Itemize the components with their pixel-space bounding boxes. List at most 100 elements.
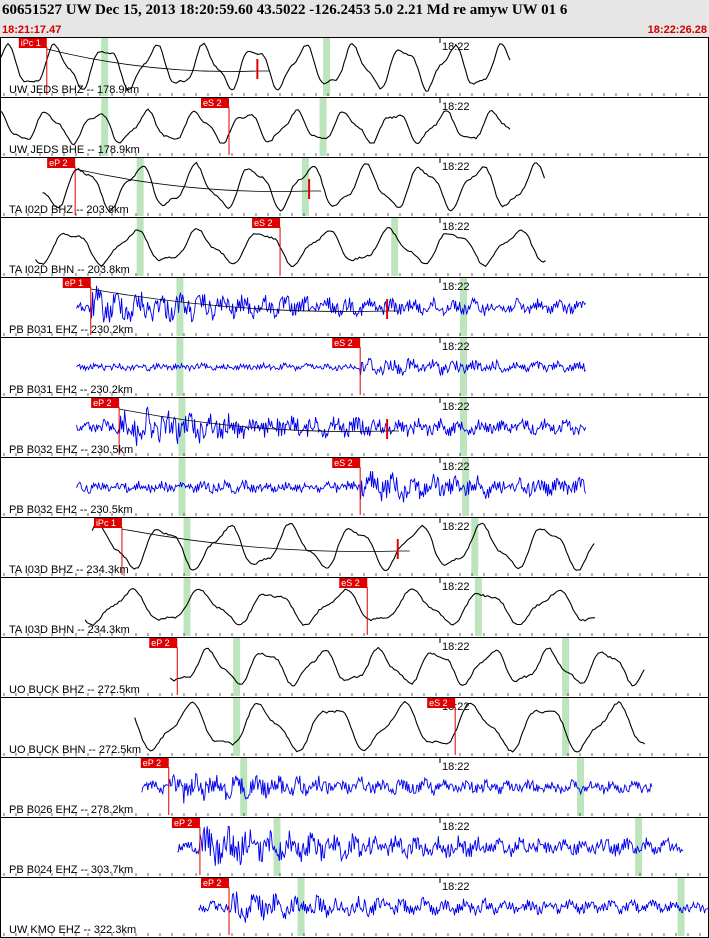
waveform-trace [177, 825, 684, 866]
channel-label: PB B031 EH2 -- 230.2km [9, 384, 133, 396]
waveform-panel[interactable]: 18:22 eP 2 UO BUCK BHZ -- 272.5km [0, 637, 709, 698]
phase-pick-flag[interactable] [252, 218, 281, 228]
phase-pick-flag[interactable] [47, 158, 76, 168]
waveform-panel[interactable]: 18:22 eS 2 UW JEDS BHE -- 178.9km [0, 97, 709, 158]
event-header: 60651527 UW Dec 15, 2013 18:20:59.60 43.… [0, 0, 709, 37]
time-tick-label: 18:22 [442, 341, 470, 353]
waveform-panel[interactable]: 18:22 eS 2 TA I02D BHN -- 203.8km [0, 217, 709, 278]
time-tick-label: 18:22 [442, 221, 470, 233]
channel-label: UW KMO EHZ -- 322.3km [9, 924, 136, 936]
coda-curve [75, 168, 322, 192]
phase-pick-label: eS 2 [334, 338, 353, 348]
phase-window-marker [240, 758, 248, 816]
phase-window-marker [297, 878, 305, 936]
waveform-panel[interactable]: 18:22 eP 2 UW KMO EHZ -- 322.3km [0, 877, 709, 938]
time-tick-label: 18:22 [442, 521, 470, 533]
phase-window-marker [301, 158, 309, 216]
waveform-panel[interactable]: 18:22 iPc 1 TA I03D BHZ -- 234.3km [0, 517, 709, 578]
phase-window-marker [460, 278, 467, 336]
phase-pick-flag[interactable] [91, 398, 120, 408]
waveform-panel[interactable]: 18:22 eP 1 PB B031 EHZ -- 230.2km [0, 277, 709, 338]
phase-pick-flag[interactable] [339, 578, 368, 588]
time-tick-label: 18:22 [442, 281, 470, 293]
waveform-trace [0, 108, 511, 146]
channel-label: PB B031 EHZ -- 230.2km [9, 324, 133, 336]
phase-window-marker [471, 518, 479, 576]
time-tick-label: 18:22 [442, 461, 470, 473]
coda-curve [90, 288, 400, 312]
time-tick-label: 18:22 [442, 581, 470, 593]
phase-window-marker [101, 98, 109, 156]
waveform-panel[interactable]: 18:22 eS 2 TA I03D BHN -- 234.3km [0, 577, 709, 638]
waveform-panel[interactable]: 18:22 eP 2 TA I02D BHZ -- 203.8km [0, 157, 709, 218]
phase-window-marker [176, 278, 184, 336]
phase-pick-label: eS 2 [203, 98, 222, 108]
phase-pick-flag[interactable] [93, 518, 122, 528]
phase-pick-label: iPc 1 [21, 38, 41, 48]
waveform-trace [198, 891, 709, 923]
phase-pick-label: iPc 1 [96, 518, 116, 528]
phase-pick-flag[interactable] [332, 458, 361, 468]
channel-label: UW JEDS BHZ -- 178.9km [9, 84, 139, 96]
channel-label: UO BUCK BHN -- 272.5km [9, 744, 141, 756]
window-end-time: 18:22:26.28 [647, 24, 707, 36]
phase-window-marker [677, 878, 685, 936]
phase-pick-label: eP 1 [65, 278, 83, 288]
channel-label: UW JEDS BHE -- 178.9km [9, 144, 140, 156]
time-tick-label: 18:22 [442, 761, 470, 773]
phase-pick-label: eS 2 [341, 578, 360, 588]
phase-pick-flag[interactable] [62, 278, 91, 288]
waveform-panel[interactable]: 18:22 eP 2 PB B024 EHZ -- 303.7km [0, 817, 709, 878]
channel-label: UO BUCK BHZ -- 272.5km [9, 684, 140, 696]
phase-window-marker [323, 38, 331, 96]
phase-pick-flag[interactable] [18, 38, 47, 48]
phase-pick-flag[interactable] [171, 818, 200, 828]
channel-label: TA I03D BHZ -- 234.3km [9, 564, 129, 576]
event-summary-line: 60651527 UW Dec 15, 2013 18:20:59.60 43.… [2, 2, 568, 18]
waveform-panel[interactable]: 18:22 eP 2 PB B032 EHZ -- 230.5km [0, 397, 709, 458]
phase-pick-flag[interactable] [149, 638, 178, 648]
phase-pick-flag[interactable] [140, 758, 169, 768]
time-tick-label: 18:22 [442, 101, 470, 113]
waveform-trace [76, 406, 587, 447]
phase-window-marker [474, 578, 482, 636]
seismogram-panels[interactable]: 18:22 iPc 1 UW JEDS BHZ -- 178.9km 18:22 eS … [0, 37, 709, 938]
channel-label: PB B032 EHZ -- 230.5km [9, 444, 133, 456]
phase-pick-flag[interactable] [201, 878, 230, 888]
phase-window-marker [183, 518, 191, 576]
waveform-panel[interactable]: 18:22 eP 2 PB B026 EHZ -- 278.2km [0, 757, 709, 818]
channel-label: TA I02D BHN -- 203.8km [9, 264, 130, 276]
phase-window-marker [176, 338, 184, 396]
waveform-trace [0, 42, 511, 92]
phase-window-marker [233, 638, 241, 696]
waveform-trace [134, 700, 646, 753]
phase-window-marker [136, 218, 144, 276]
phase-pick-label: eP 2 [49, 158, 67, 168]
waveform-trace [42, 161, 546, 212]
phase-pick-flag[interactable] [201, 98, 230, 108]
phase-window-marker [562, 638, 570, 696]
coda-curve [121, 528, 410, 552]
waveform-trace [84, 588, 596, 627]
phase-pick-label: eP 2 [143, 758, 161, 768]
time-tick-label: 18:22 [442, 41, 470, 53]
channel-label: PB B026 EHZ -- 278.2km [9, 804, 133, 816]
coda-curve [119, 408, 400, 432]
phase-pick-flag[interactable] [332, 338, 361, 348]
waveform-trace [91, 522, 595, 572]
phase-pick-label: eS 2 [254, 218, 273, 228]
coda-curve [46, 48, 270, 72]
channel-label: PB B024 EHZ -- 303.7km [9, 864, 133, 876]
phase-pick-label: eP 2 [203, 878, 221, 888]
waveform-panel[interactable]: 18:22 eS 2 PB B031 EH2 -- 230.2km [0, 337, 709, 398]
phase-window-marker [273, 818, 281, 876]
waveform-panel[interactable]: 18:22 eS 2 PB B032 EH2 -- 230.5km [0, 457, 709, 518]
phase-window-marker [562, 698, 570, 756]
channel-label: TA I03D BHN -- 234.3km [9, 624, 130, 636]
phase-pick-flag[interactable] [427, 698, 456, 708]
time-tick-label: 18:22 [442, 821, 470, 833]
phase-window-marker [233, 698, 241, 756]
waveform-panel[interactable]: 18:22 iPc 1 UW JEDS BHZ -- 178.9km [0, 37, 709, 98]
channel-label: PB B032 EH2 -- 230.5km [9, 504, 133, 516]
